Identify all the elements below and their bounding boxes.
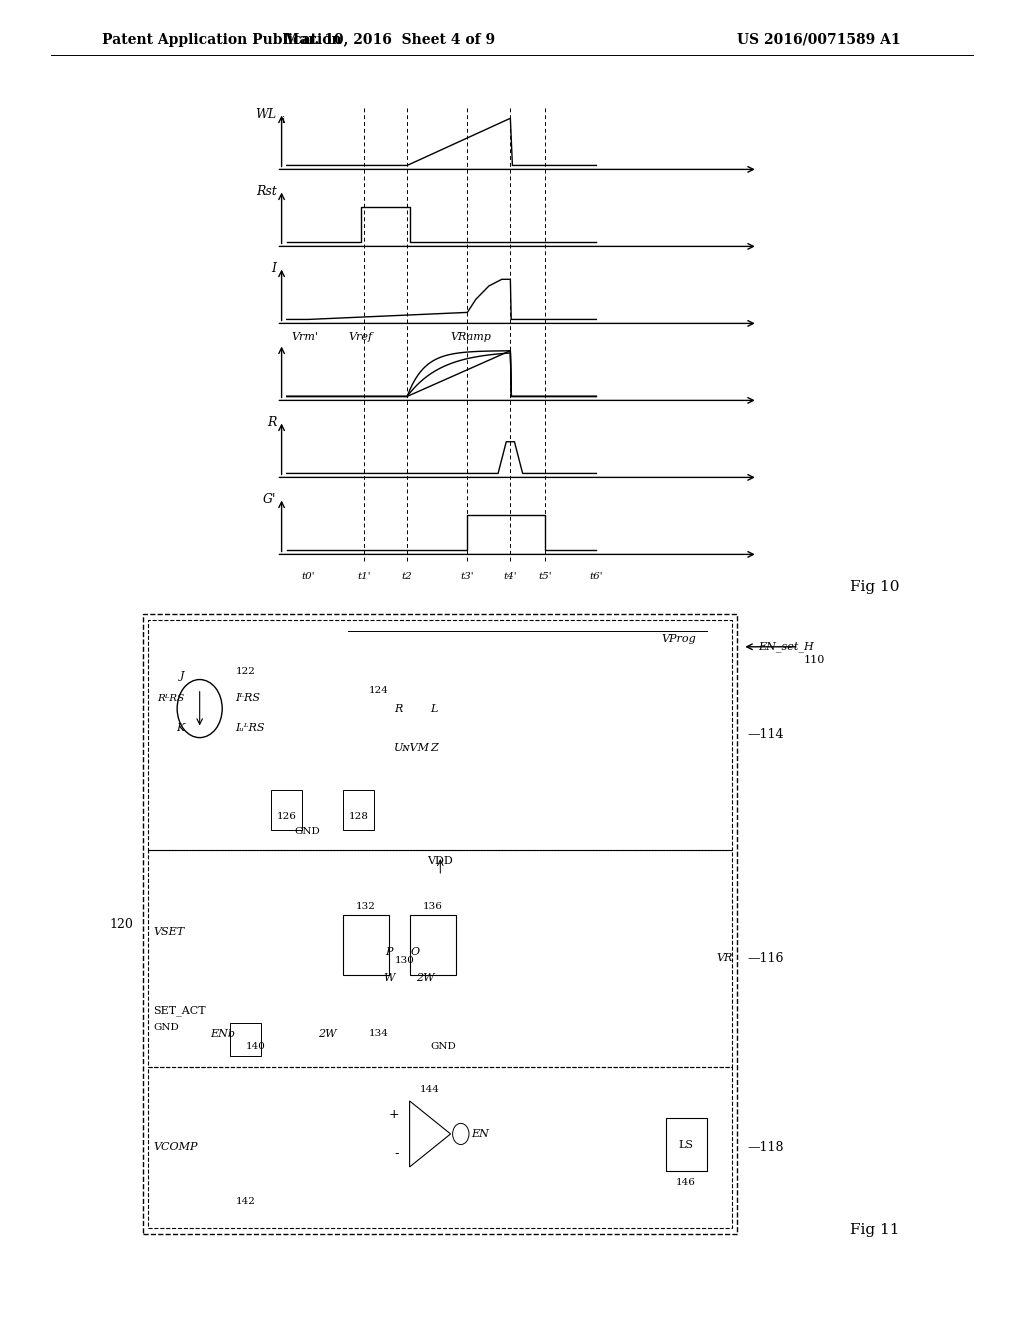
Text: G': G' (263, 494, 276, 506)
Text: Patent Application Publication: Patent Application Publication (102, 33, 342, 46)
Text: 2W: 2W (416, 973, 434, 983)
Text: GND: GND (430, 1043, 456, 1052)
Text: 2W: 2W (318, 1028, 337, 1039)
Bar (343, 915, 389, 974)
Text: Fig 11: Fig 11 (850, 1224, 899, 1237)
Text: —118: —118 (748, 1140, 784, 1154)
Text: GND: GND (154, 1023, 179, 1032)
Bar (230, 1023, 261, 1056)
Text: RᴸRS: RᴸRS (157, 693, 184, 702)
Text: 110: 110 (804, 655, 825, 665)
Bar (666, 1118, 707, 1171)
Text: WL: WL (255, 108, 276, 121)
Text: LS: LS (679, 1139, 693, 1150)
Text: 140: 140 (246, 1043, 265, 1052)
Bar (410, 915, 456, 974)
Text: +: + (389, 1107, 399, 1121)
Text: EN_set_H: EN_set_H (758, 642, 813, 652)
Bar (148, 620, 732, 850)
Text: 122: 122 (236, 667, 255, 676)
Text: —114: —114 (748, 729, 784, 742)
Bar (148, 1067, 732, 1228)
Text: 132: 132 (356, 903, 376, 911)
Text: 130: 130 (394, 956, 415, 965)
Text: IᴸRS: IᴸRS (236, 693, 260, 704)
Bar (143, 614, 737, 1234)
Text: P: P (385, 946, 393, 957)
Text: 134: 134 (369, 1030, 388, 1039)
Text: 124: 124 (369, 686, 388, 696)
Text: W: W (383, 973, 395, 983)
Text: VCOMP: VCOMP (154, 1142, 198, 1152)
Bar (343, 791, 374, 830)
Text: i: i (282, 116, 285, 125)
Text: 136: 136 (423, 903, 442, 911)
Text: t6': t6' (590, 572, 603, 581)
Text: t4': t4' (504, 572, 517, 581)
Text: Fig 10: Fig 10 (850, 581, 899, 594)
Text: Vrm': Vrm' (292, 333, 318, 342)
Text: 126: 126 (276, 812, 297, 821)
Text: R: R (394, 704, 402, 714)
Text: t3': t3' (461, 572, 474, 581)
Text: -: - (395, 1147, 399, 1160)
Text: UɴVM: UɴVM (394, 743, 430, 754)
Text: EN: EN (471, 1129, 488, 1139)
Text: J: J (180, 671, 184, 681)
Text: R: R (267, 416, 276, 429)
Text: VProg: VProg (662, 634, 696, 644)
Text: t2: t2 (401, 572, 413, 581)
Bar (148, 850, 732, 1067)
Text: US 2016/0071589 A1: US 2016/0071589 A1 (737, 33, 901, 46)
Text: Mar. 10, 2016  Sheet 4 of 9: Mar. 10, 2016 Sheet 4 of 9 (284, 33, 495, 46)
Text: O: O (411, 946, 419, 957)
Text: t5': t5' (538, 572, 552, 581)
Text: Rst: Rst (256, 185, 276, 198)
Text: GND: GND (294, 828, 321, 837)
Text: t1': t1' (357, 572, 371, 581)
Text: IᵤᴸRS: IᵤᴸRS (236, 723, 265, 734)
Text: Z: Z (430, 743, 438, 754)
Text: 146: 146 (676, 1177, 696, 1187)
Text: I: I (271, 263, 276, 275)
Text: 128: 128 (348, 812, 369, 821)
Text: —116: —116 (748, 952, 784, 965)
Text: Vref: Vref (348, 333, 373, 342)
Text: SET_ACT: SET_ACT (154, 1006, 206, 1016)
Bar (271, 791, 302, 830)
Text: 142: 142 (236, 1197, 256, 1205)
Text: ENb: ENb (211, 1028, 236, 1039)
Text: VR: VR (717, 953, 733, 964)
Text: VSET: VSET (154, 927, 184, 937)
Text: L: L (430, 704, 437, 714)
Text: VDD: VDD (427, 857, 454, 866)
Text: t0': t0' (301, 572, 315, 581)
Text: K: K (176, 723, 184, 734)
Text: VRamp: VRamp (451, 333, 492, 342)
Text: 144: 144 (420, 1085, 440, 1094)
Text: 120: 120 (110, 917, 133, 931)
